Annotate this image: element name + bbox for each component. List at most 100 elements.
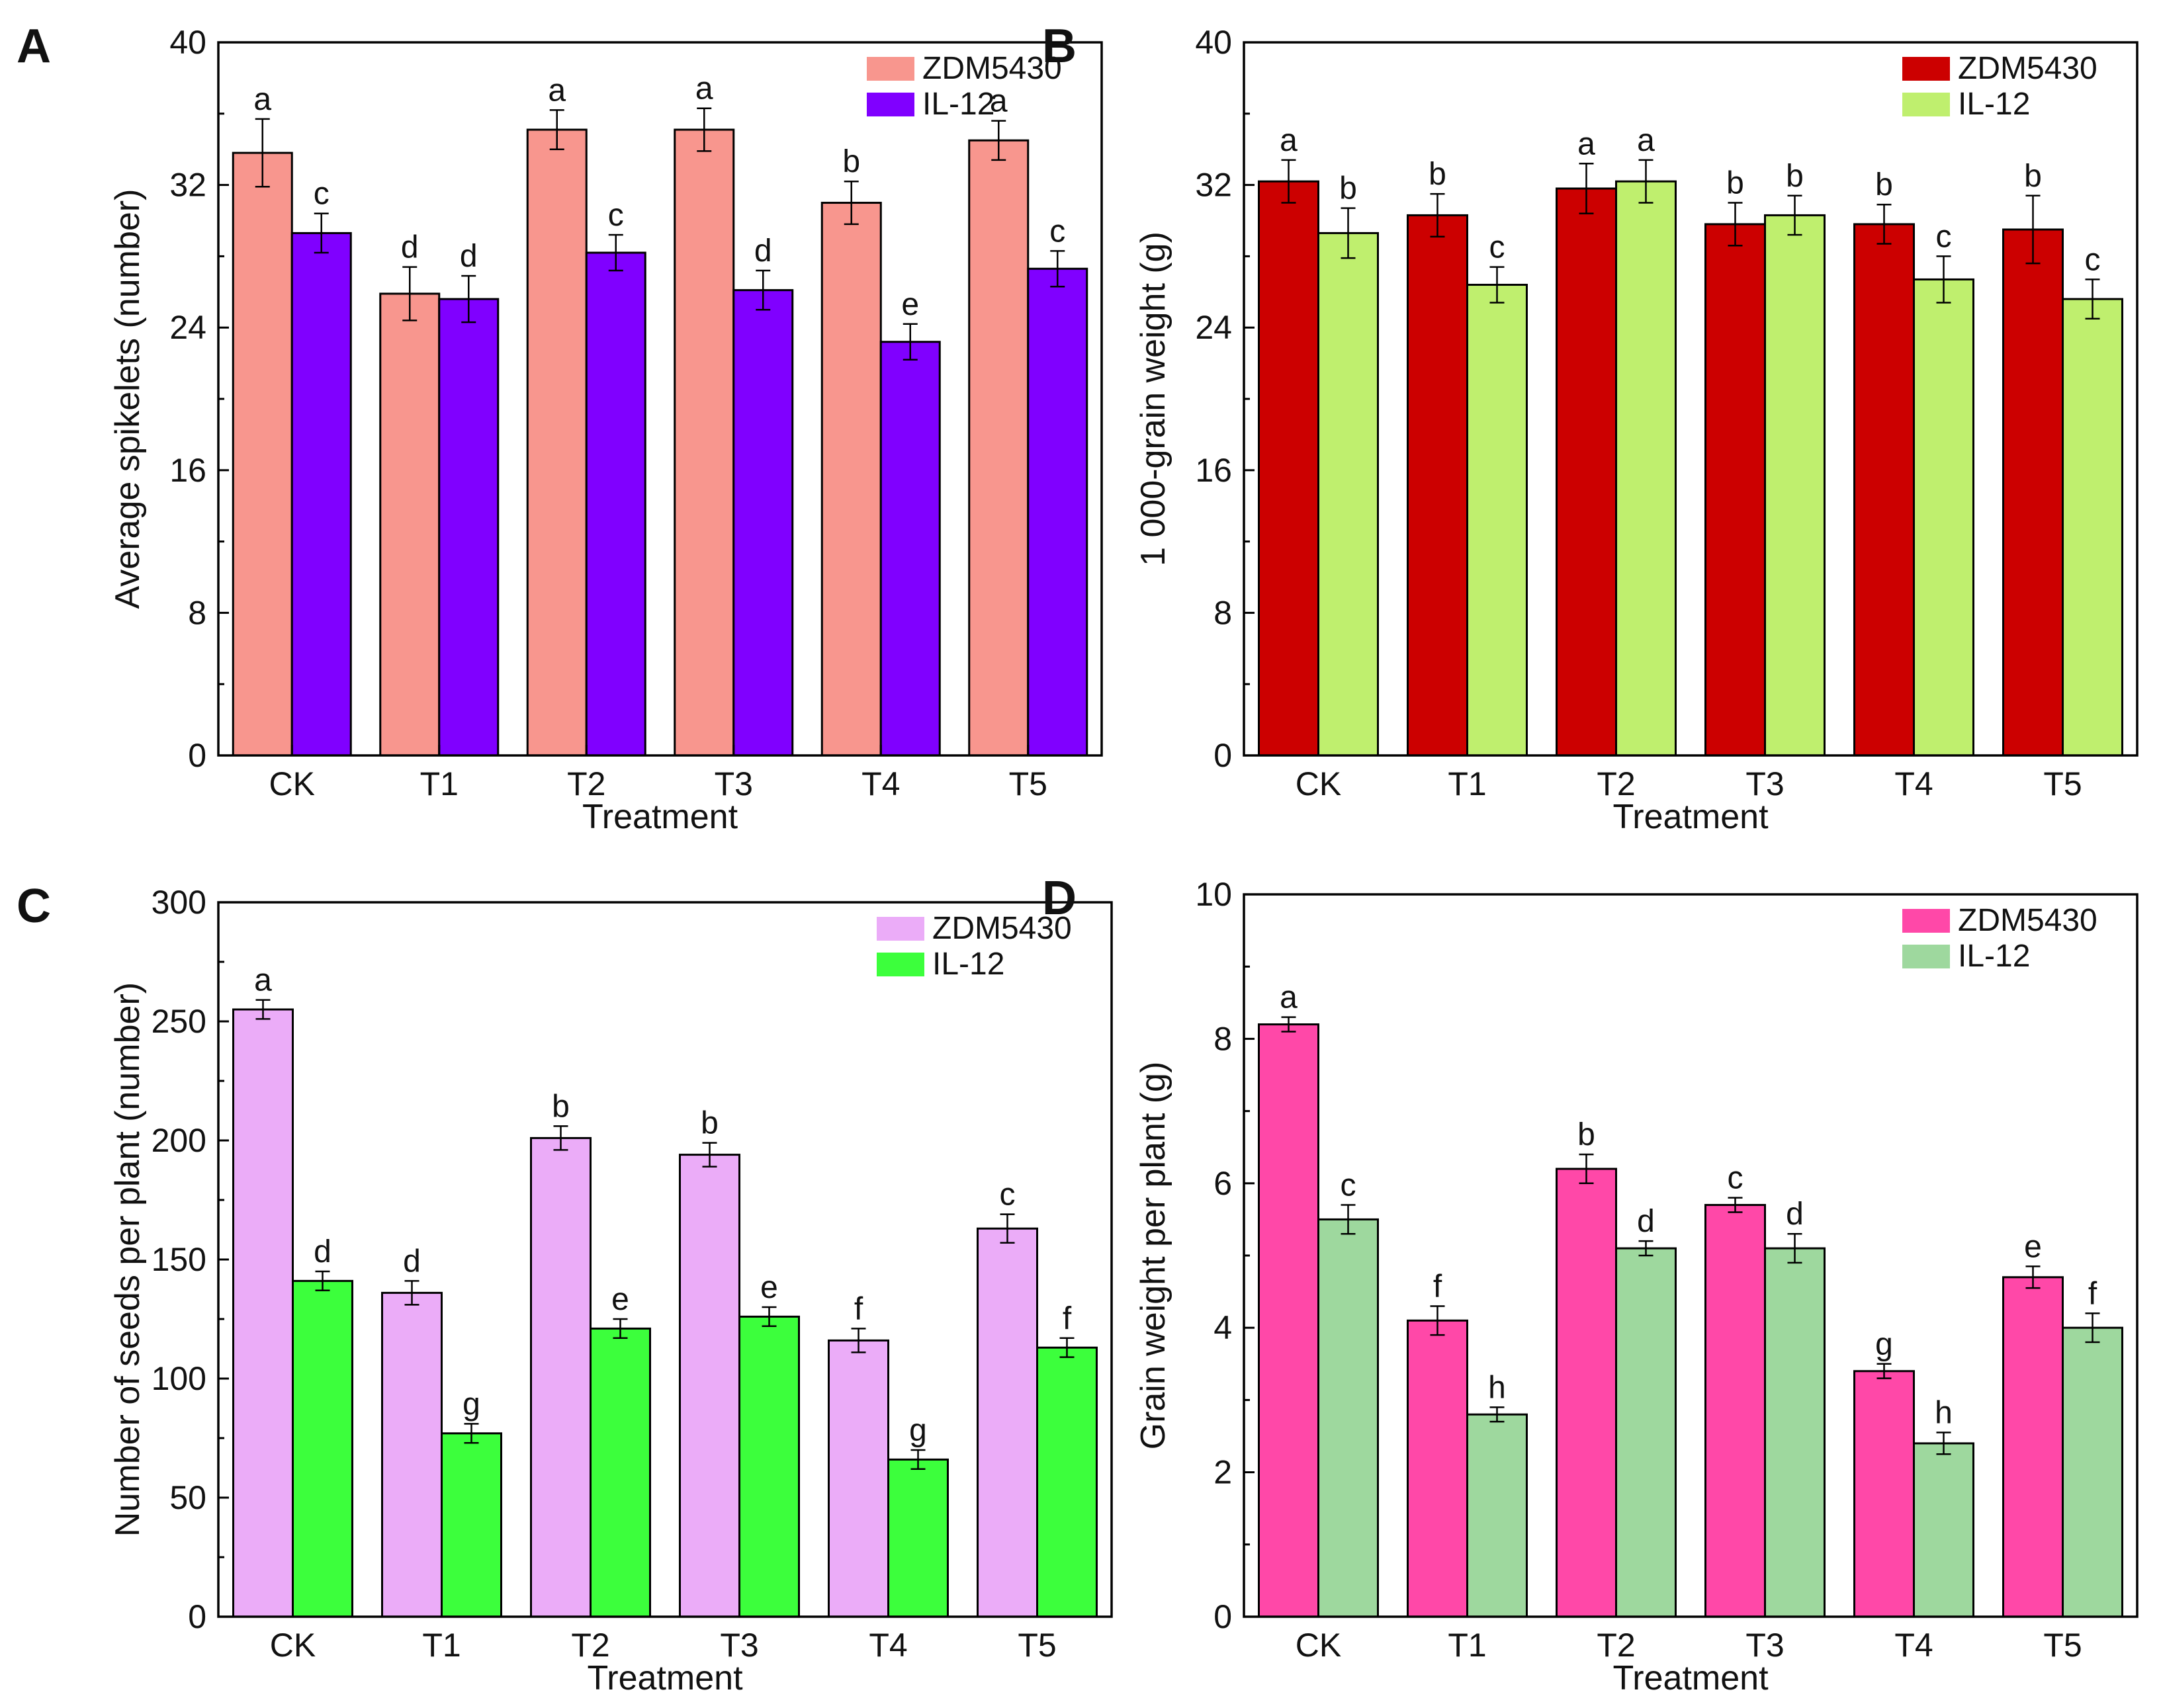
x-tick-label: T5: [1018, 1627, 1056, 1664]
significance-label: d: [460, 239, 478, 274]
significance-label: e: [2024, 1229, 2042, 1264]
y-axis-title: Average spikelets (number): [109, 189, 147, 609]
x-tick-label: CK: [1296, 1627, 1341, 1664]
bar: [1258, 180, 1319, 757]
legend-swatch: [1902, 57, 1950, 81]
y-tick-label: 8: [188, 594, 206, 631]
significance-label: b: [1429, 157, 1446, 192]
significance-label: d: [401, 230, 419, 265]
x-tick-label: T1: [420, 765, 459, 802]
bar: [879, 341, 941, 757]
x-tick-label: T2: [567, 765, 605, 802]
bar: [379, 292, 441, 757]
significance-label: c: [1049, 214, 1065, 249]
y-tick-label: 2: [1213, 1454, 1232, 1491]
panel-letter: C: [17, 880, 51, 933]
y-tick-label: 24: [169, 309, 206, 346]
y-axis-title: Grain weight per plant (g): [1134, 1062, 1172, 1450]
significance-label: b: [1577, 1117, 1595, 1152]
bar: [828, 1339, 889, 1618]
y-axis-title: 1 000-grain weight (g): [1134, 232, 1172, 566]
bar: [2002, 1276, 2064, 1618]
plot-frame: [217, 41, 1103, 757]
x-axis-title: Treatment: [1612, 1659, 1769, 1697]
significance-label: a: [990, 84, 1008, 119]
bar: [1407, 214, 1468, 757]
legend-label: IL-12: [922, 87, 994, 122]
significance-label: c: [1936, 219, 1952, 254]
bar: [1466, 1413, 1528, 1618]
x-tick-label: T4: [1894, 765, 1933, 802]
y-tick-label: 50: [169, 1479, 206, 1516]
significance-label: h: [1488, 1370, 1506, 1405]
significance-label: a: [695, 71, 713, 107]
x-tick-label: T3: [1745, 1627, 1784, 1664]
bar: [1913, 1442, 1974, 1618]
legend-swatch: [877, 917, 924, 941]
y-axis-title: Number of seeds per plant (number): [109, 982, 147, 1537]
bar: [1556, 1168, 1617, 1618]
significance-label: f: [2088, 1276, 2097, 1311]
y-tick-label: 16: [1195, 452, 1232, 489]
legend-swatch: [867, 93, 914, 116]
legend-label: ZDM5430: [932, 911, 1072, 946]
legend-swatch: [867, 57, 914, 81]
panel-d: D 0 2 4 6 8 10 Grain weight per plant (g) a c CK f h…: [1042, 872, 2139, 1697]
significance-label: b: [701, 1106, 719, 1141]
y-tick-label: 32: [1195, 167, 1232, 204]
significance-label: c: [1489, 230, 1505, 265]
y-tick-label: 200: [152, 1122, 206, 1159]
bar: [732, 289, 794, 757]
y-tick-label: 40: [1195, 24, 1232, 61]
x-tick-label: T3: [715, 765, 753, 802]
significance-label: c: [608, 198, 624, 233]
significance-label: c: [314, 177, 330, 212]
significance-label: b: [1726, 166, 1744, 201]
bar: [1317, 232, 1379, 757]
legend-label: IL-12: [932, 947, 1004, 982]
bar: [1704, 1204, 1766, 1618]
bar: [232, 1008, 294, 1618]
y-tick-label: 24: [1195, 309, 1232, 346]
bar: [1764, 1247, 1826, 1618]
bar: [1407, 1319, 1468, 1618]
y-tick-label: 6: [1213, 1165, 1232, 1202]
legend-label: ZDM5430: [1958, 903, 2097, 938]
bar: [1027, 267, 1088, 757]
significance-label: a: [1637, 123, 1655, 158]
y-tick-label: 0: [1213, 1598, 1232, 1635]
bar: [2062, 298, 2123, 757]
plot-frame: [1243, 893, 2139, 1618]
bar: [679, 1154, 740, 1618]
significance-label: b: [1875, 167, 1893, 202]
y-tick-label: 10: [1195, 876, 1232, 913]
significance-label: c: [1000, 1177, 1016, 1213]
significance-label: a: [253, 82, 271, 117]
x-tick-label: T2: [1597, 1627, 1635, 1664]
bar: [292, 1279, 353, 1618]
x-tick-label: T2: [571, 1627, 609, 1664]
y-tick-label: 8: [1213, 1020, 1232, 1057]
x-tick-label: CK: [270, 1627, 316, 1664]
bar: [2062, 1326, 2123, 1618]
bar: [1615, 1247, 1677, 1618]
bar: [1466, 284, 1528, 757]
legend-swatch: [1902, 945, 1950, 968]
significance-label: c: [2085, 242, 2101, 277]
significance-label: b: [1786, 159, 1804, 194]
panel-a: A 0 8 16 24 32 40 Average spikelets (number) a c C…: [17, 20, 1103, 836]
legend-swatch: [877, 953, 924, 976]
y-tick-label: 40: [169, 24, 206, 61]
significance-label: f: [854, 1291, 863, 1326]
significance-label: a: [1280, 123, 1298, 158]
x-tick-label: T4: [1894, 1627, 1933, 1664]
significance-label: h: [1935, 1396, 1953, 1431]
panel-c: C 0 50 100 150 200 250 300 Number of seeds per p…: [17, 880, 1113, 1697]
bar: [1556, 187, 1617, 757]
x-axis-title: Treatment: [587, 1659, 743, 1697]
plot-frame: [217, 901, 1113, 1618]
x-tick-label: T5: [1009, 765, 1047, 802]
significance-label: d: [1637, 1204, 1655, 1239]
legend-swatch: [1902, 909, 1950, 933]
bar: [1853, 223, 1915, 757]
